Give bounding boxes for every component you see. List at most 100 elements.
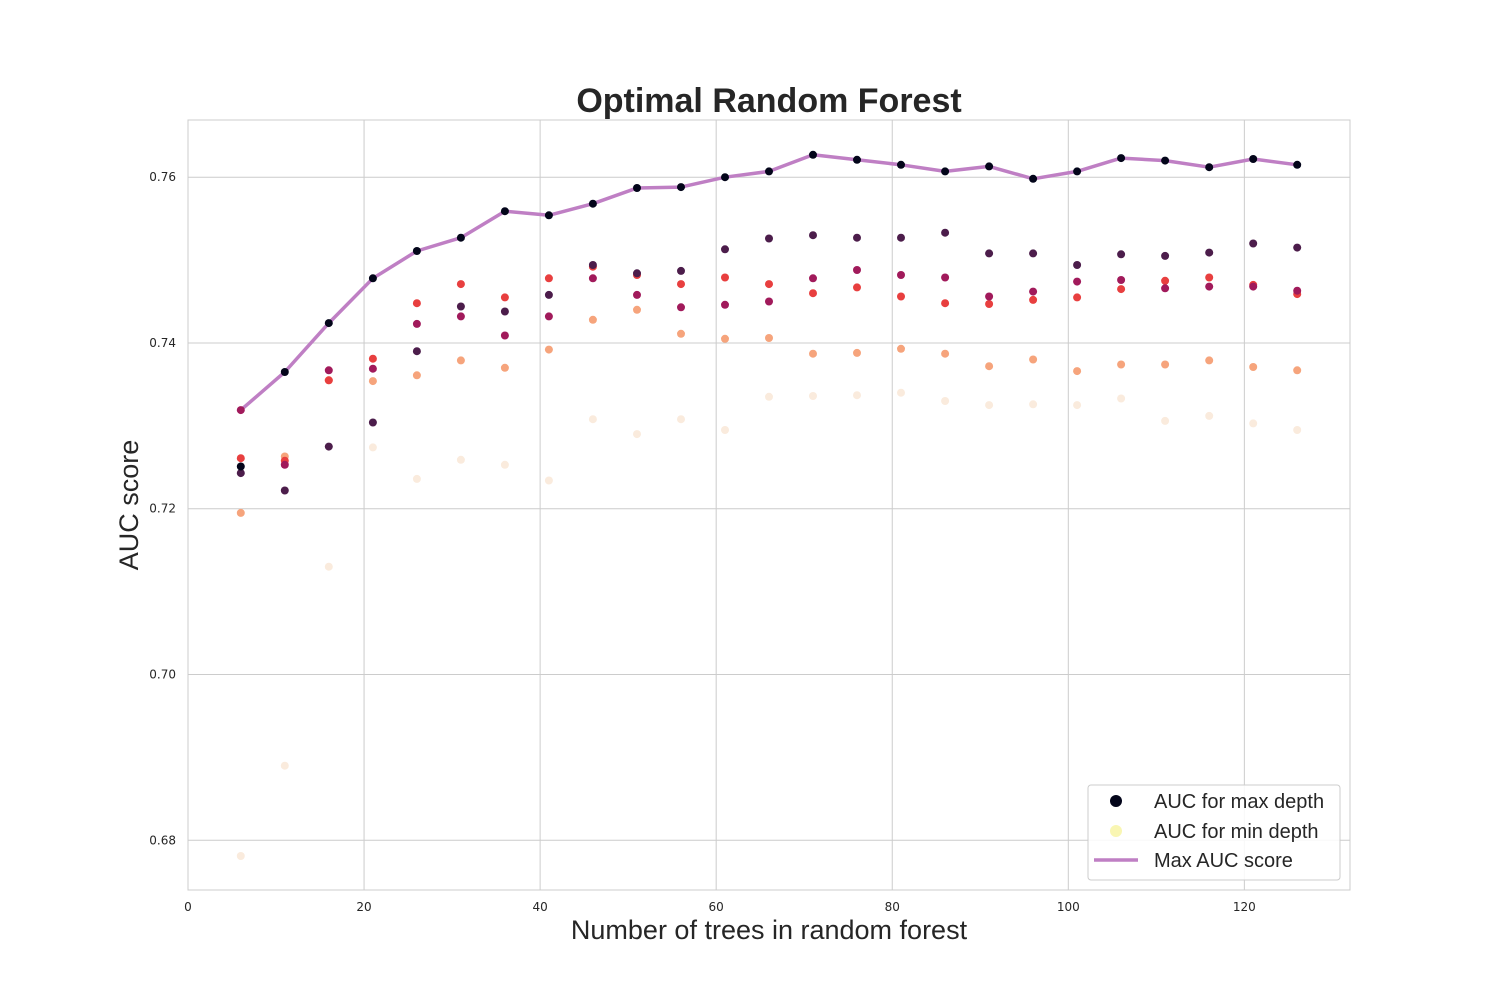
data-point: [677, 303, 685, 312]
data-point: [1293, 366, 1302, 375]
x-axis-label: Number of trees in random forest: [571, 915, 968, 945]
data-point: [765, 280, 773, 289]
data-point: [765, 297, 773, 306]
data-point: [588, 261, 597, 269]
data-point: [456, 280, 465, 289]
data-point: [324, 366, 333, 375]
data-point: [456, 233, 465, 242]
data-point: [1029, 287, 1038, 296]
data-point: [765, 392, 773, 401]
data-point: [1029, 295, 1038, 304]
data-point: [500, 293, 509, 302]
legend: AUC for max depth AUC for min depth Max …: [1087, 784, 1341, 881]
data-point: [765, 334, 773, 342]
x-tick-label: 0: [184, 900, 192, 914]
data-point: [544, 211, 553, 220]
data-point: [280, 761, 289, 770]
data-point: [412, 371, 421, 380]
data-point: [633, 305, 641, 314]
data-point: [941, 167, 950, 176]
data-point: [324, 319, 333, 328]
data-point: [1205, 163, 1214, 172]
data-point: [280, 460, 289, 469]
data-point: [897, 271, 905, 279]
data-point: [765, 234, 773, 243]
data-point: [1117, 285, 1126, 294]
x-tick-label: 40: [532, 900, 547, 914]
data-point: [1249, 155, 1258, 163]
x-tick-label: 60: [709, 900, 724, 914]
data-point: [1161, 284, 1170, 293]
data-point: [809, 274, 817, 283]
x-tick-label: 80: [885, 900, 900, 914]
data-point: [633, 290, 641, 299]
data-point: [1293, 286, 1302, 295]
data-point: [412, 299, 421, 308]
data-point: [1073, 261, 1082, 269]
data-point: [721, 426, 729, 434]
data-point: [1249, 419, 1258, 428]
data-point: [544, 274, 553, 283]
data-point: [1117, 154, 1126, 163]
data-point: [412, 319, 421, 328]
data-point: [941, 228, 950, 237]
data-point: [985, 401, 994, 410]
data-points-layer: [236, 150, 1302, 860]
x-tick-label: 20: [356, 900, 371, 914]
data-point: [1293, 243, 1302, 252]
data-point: [765, 167, 773, 176]
plot-background: [188, 120, 1350, 890]
data-point: [368, 418, 377, 427]
data-point: [721, 334, 729, 343]
data-point: [809, 392, 817, 400]
data-point: [1029, 174, 1038, 183]
legend-max-auc-label: Max AUC score: [1154, 850, 1293, 872]
y-tick-label: 0.74: [149, 336, 176, 350]
data-point: [1117, 360, 1126, 369]
data-point: [677, 266, 685, 275]
data-point: [1117, 250, 1126, 259]
data-point: [1073, 293, 1082, 302]
data-point: [1161, 360, 1170, 369]
data-point: [1249, 282, 1258, 291]
x-tick-labels: 0 20 40 60 80 100 120: [184, 900, 1256, 914]
data-point: [721, 245, 729, 254]
data-point: [1205, 282, 1214, 291]
data-point: [1161, 276, 1170, 285]
data-point: [236, 462, 245, 471]
data-point: [633, 184, 641, 192]
data-point: [1249, 363, 1258, 371]
data-point: [500, 460, 509, 469]
data-point: [1161, 156, 1170, 165]
data-point: [588, 274, 597, 283]
chart-title: Optimal Random Forest: [576, 82, 961, 120]
data-point: [236, 406, 245, 415]
data-point: [1117, 394, 1126, 403]
data-point: [456, 312, 465, 321]
legend-min-depth-marker: [1110, 825, 1122, 837]
data-point: [1205, 273, 1214, 282]
data-point: [897, 160, 905, 169]
data-point: [368, 354, 377, 363]
y-tick-label: 0.72: [149, 502, 176, 516]
data-point: [1073, 277, 1082, 286]
data-point: [412, 247, 421, 255]
data-point: [1205, 411, 1214, 420]
data-point: [456, 455, 465, 464]
x-tick-label: 100: [1057, 900, 1080, 914]
data-point: [368, 377, 377, 386]
data-point: [633, 269, 641, 278]
data-point: [368, 443, 377, 452]
data-point: [236, 852, 245, 860]
data-point: [897, 233, 905, 242]
data-point: [280, 368, 289, 376]
data-point: [544, 476, 553, 485]
grid-lines: [187, 120, 1350, 890]
data-point: [324, 442, 333, 451]
data-point: [897, 292, 905, 301]
data-point: [1073, 367, 1082, 376]
data-point: [1161, 416, 1170, 425]
data-point: [677, 415, 685, 424]
data-point: [941, 273, 950, 282]
